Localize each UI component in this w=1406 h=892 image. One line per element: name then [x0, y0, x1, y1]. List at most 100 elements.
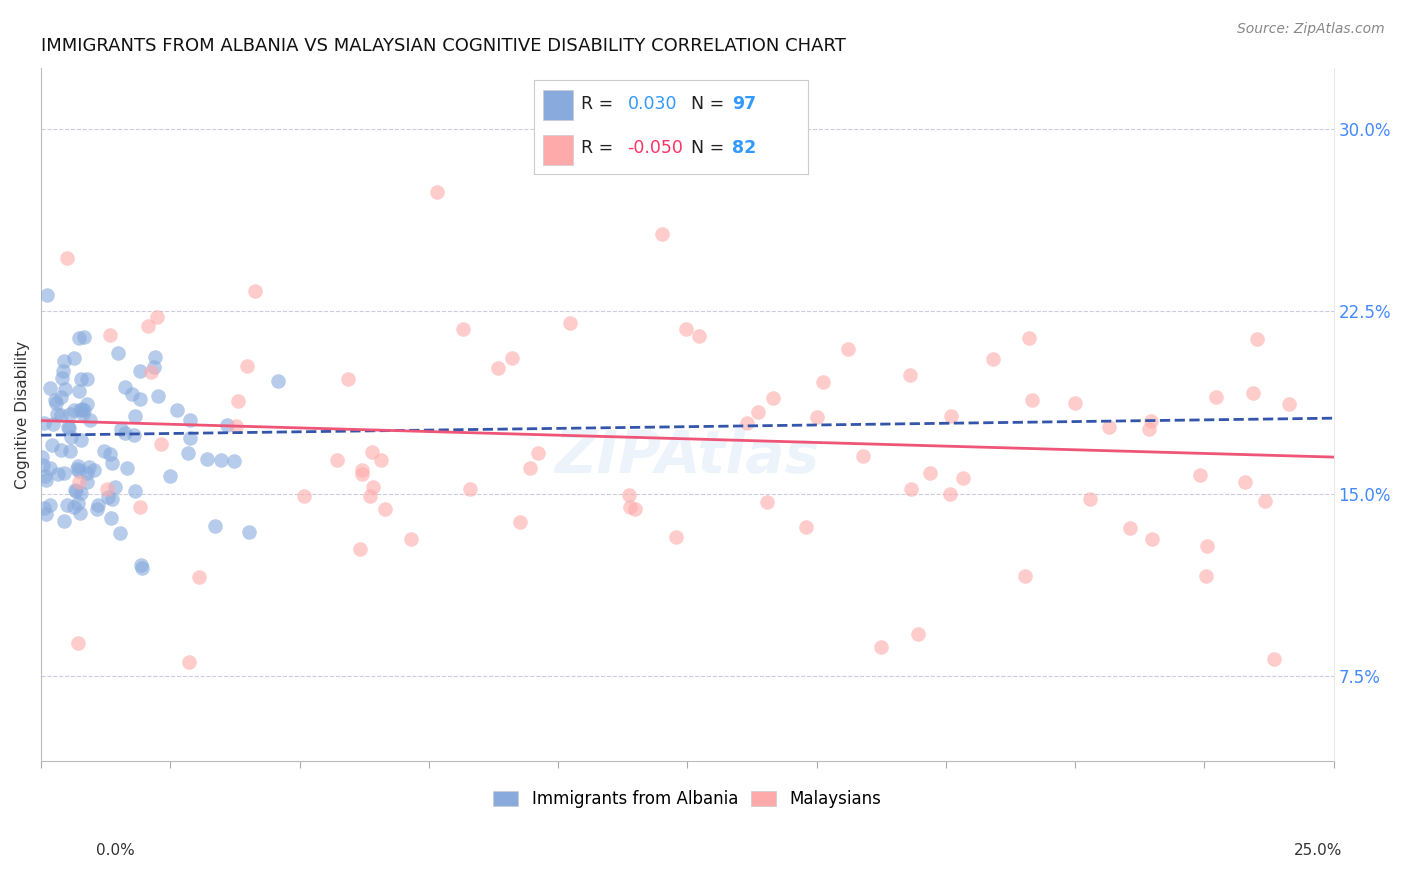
Point: [1188, 467, 1211, 482]
Point: [67, 384, 90, 398]
Point: [370, 453, 392, 467]
Point: [870, 640, 893, 654]
Point: [794, 520, 817, 534]
Point: [49, 442, 72, 457]
Point: [806, 410, 828, 425]
Point: [350, 463, 373, 477]
Point: [56, 251, 79, 265]
Point: [44, 392, 66, 407]
Point: [86, 502, 108, 516]
Point: [55, 382, 77, 396]
Point: [1278, 397, 1301, 411]
Legend: Immigrants from Albania, Malaysians: Immigrants from Albania, Malaysians: [486, 784, 889, 815]
Point: [65, 484, 87, 499]
Point: [1205, 390, 1227, 404]
Point: [38, 498, 60, 512]
Point: [83, 463, 105, 477]
Point: [907, 627, 929, 641]
Point: [755, 494, 778, 508]
Point: [900, 368, 922, 382]
Point: [651, 227, 673, 241]
Point: [267, 374, 290, 388]
Point: [114, 380, 136, 394]
Point: [131, 561, 153, 575]
Point: [72, 408, 94, 422]
Point: [46, 467, 69, 481]
Point: [45, 396, 67, 410]
Point: [56, 498, 79, 512]
Point: [97, 490, 120, 504]
Point: [70, 485, 93, 500]
Point: [70, 372, 93, 386]
Point: [122, 427, 145, 442]
Point: [128, 500, 150, 515]
Point: [326, 453, 349, 467]
Point: [224, 454, 246, 468]
Point: [852, 449, 875, 463]
Point: [129, 558, 152, 573]
Point: [1014, 568, 1036, 582]
Point: [1241, 385, 1264, 400]
Point: [100, 492, 122, 507]
Point: [73, 330, 96, 344]
Point: [179, 655, 201, 669]
Point: [501, 351, 523, 366]
Point: [1119, 521, 1142, 535]
Point: [76, 466, 98, 480]
Point: [209, 453, 232, 467]
Point: [66, 459, 89, 474]
Point: [37, 288, 59, 302]
Bar: [543, 89, 572, 120]
Point: [526, 446, 548, 460]
Point: [1233, 475, 1256, 489]
Point: [762, 391, 785, 405]
Text: N =: N =: [690, 139, 724, 157]
Point: [359, 489, 381, 503]
Point: [51, 371, 73, 385]
Point: [66, 462, 89, 476]
Y-axis label: Cognitive Disability: Cognitive Disability: [15, 341, 30, 489]
Point: [53, 466, 76, 480]
Point: [837, 342, 859, 356]
Point: [1098, 419, 1121, 434]
Point: [1263, 652, 1285, 666]
Point: [63, 500, 86, 515]
Point: [129, 392, 152, 407]
Point: [619, 500, 641, 515]
Point: [1195, 568, 1218, 582]
Point: [67, 331, 90, 345]
Point: [67, 464, 90, 478]
Point: [177, 445, 200, 459]
Point: [100, 511, 122, 525]
Point: [1021, 392, 1043, 407]
Point: [31, 450, 53, 465]
Point: [146, 389, 169, 403]
Point: [952, 471, 974, 485]
Point: [42, 417, 65, 432]
Point: [292, 489, 315, 503]
Point: [900, 482, 922, 496]
Point: [1064, 396, 1087, 410]
Point: [114, 425, 136, 440]
Point: [34, 500, 56, 515]
Text: 25.0%: 25.0%: [1295, 843, 1343, 858]
Point: [918, 467, 941, 481]
Point: [509, 515, 531, 529]
Point: [238, 525, 260, 540]
Text: Source: ZipAtlas.com: Source: ZipAtlas.com: [1237, 22, 1385, 37]
Point: [104, 480, 127, 494]
Point: [72, 402, 94, 417]
Point: [121, 386, 143, 401]
Bar: [543, 135, 572, 164]
Point: [110, 422, 132, 436]
Point: [665, 530, 688, 544]
Point: [675, 322, 697, 336]
Point: [451, 322, 474, 336]
Point: [374, 501, 396, 516]
Point: [145, 351, 167, 365]
Point: [363, 479, 385, 493]
Point: [69, 433, 91, 447]
Point: [59, 407, 82, 421]
Point: [39, 460, 62, 475]
Point: [143, 360, 166, 375]
